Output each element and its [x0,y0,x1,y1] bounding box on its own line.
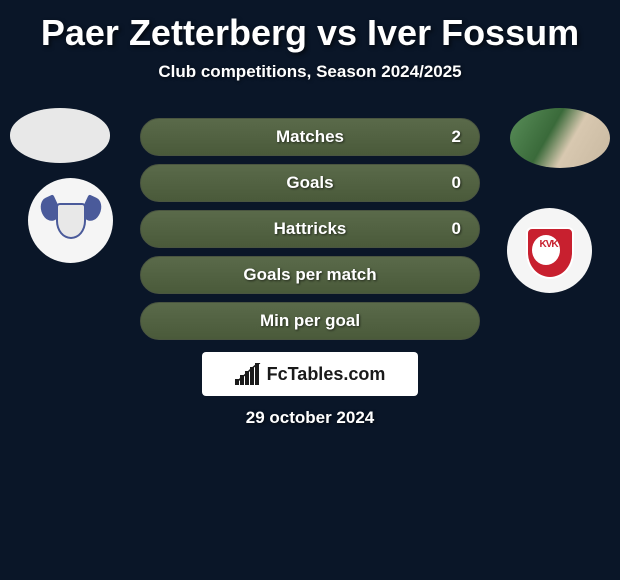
stat-row-matches: Matches 2 [140,118,480,156]
stat-row-min-per-goal: Min per goal [140,302,480,340]
club-logo-right: KVK [507,208,592,293]
brand-badge: FcTables.com [202,352,418,396]
stat-label: Goals [286,173,333,193]
stat-row-hattricks: Hattricks 0 [140,210,480,248]
stat-label: Goals per match [243,265,376,285]
stat-label: Matches [276,127,344,147]
page-subtitle: Club competitions, Season 2024/2025 [0,62,620,82]
stat-label: Hattricks [274,219,347,239]
anderlecht-crest-icon [41,191,101,251]
brand-chart-icon [235,363,261,385]
stat-value-right: 2 [452,127,461,147]
stat-row-goals: Goals 0 [140,164,480,202]
stats-container: Matches 2 Goals 0 Hattricks 0 Goals per … [140,118,480,348]
page-title: Paer Zetterberg vs Iver Fossum [0,0,620,54]
stat-value-right: 0 [452,219,461,239]
brand-text: FcTables.com [267,364,386,385]
player-photo-right [510,108,610,168]
kortrijk-crest-icon: KVK [522,221,578,281]
player-photo-left [10,108,110,163]
stat-value-right: 0 [452,173,461,193]
club-logo-left [28,178,113,263]
stat-label: Min per goal [260,311,360,331]
date-label: 29 october 2024 [0,408,620,428]
stat-row-goals-per-match: Goals per match [140,256,480,294]
